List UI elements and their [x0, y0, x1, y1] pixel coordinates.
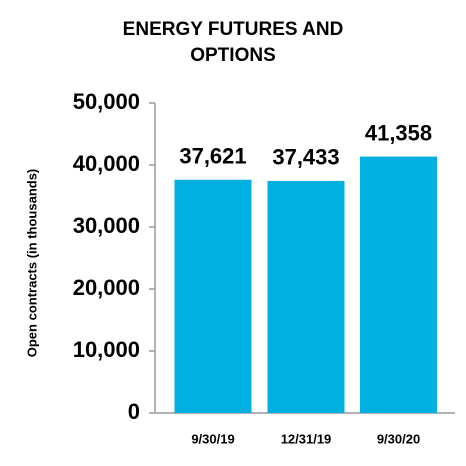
x-tick-label: 9/30/20: [377, 431, 420, 446]
bar: [174, 179, 252, 413]
y-tick-label: 10,000: [73, 337, 140, 362]
x-tick-label: 12/31/19: [281, 431, 332, 446]
y-tick-label: 50,000: [73, 89, 140, 114]
chart-title: ENERGY FUTURES AND OPTIONS: [122, 19, 344, 66]
bar: [267, 180, 345, 413]
y-tick-label: 30,000: [73, 213, 140, 238]
value-label: 37,621: [179, 144, 246, 169]
bar: [360, 156, 437, 414]
y-tick-label: 20,000: [73, 275, 140, 300]
value-label: 37,433: [272, 145, 339, 170]
y-axis-label: Open contracts (in thousands): [24, 169, 39, 358]
x-tick-label: 9/30/19: [191, 431, 234, 446]
y-tick-label: 40,000: [73, 151, 140, 176]
value-label: 41,358: [365, 120, 432, 145]
y-tick-label: 0: [128, 399, 140, 424]
